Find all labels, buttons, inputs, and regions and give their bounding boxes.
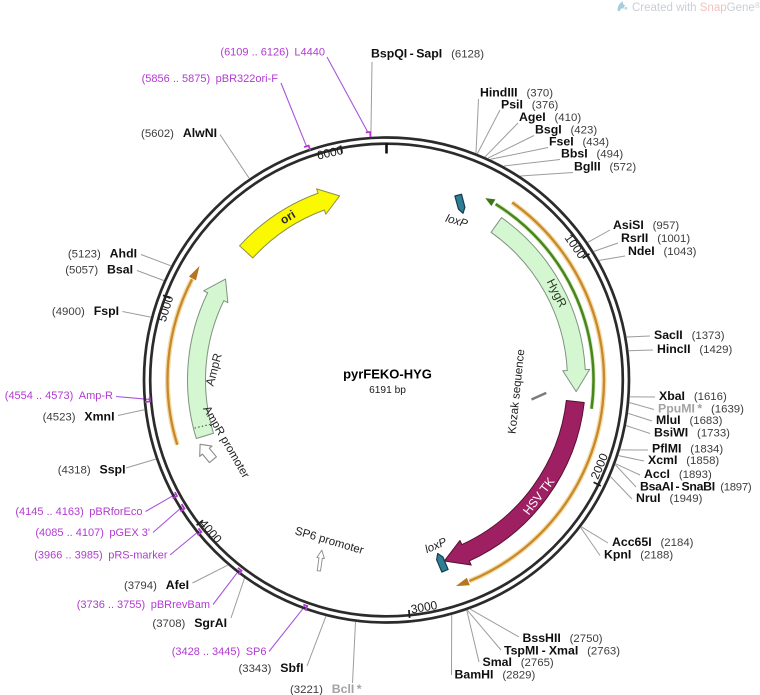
svg-text:HindIII (370): HindIII (370) xyxy=(480,86,553,100)
svg-text:(4523) XmnI: (4523) XmnI xyxy=(43,410,115,424)
svg-text:BamHI (2829): BamHI (2829) xyxy=(455,668,536,682)
svg-text:(5057) BsaI: (5057) BsaI xyxy=(65,263,133,277)
svg-text:(5856 .. 5875) pBR322ori-F: (5856 .. 5875) pBR322ori-F xyxy=(142,73,279,85)
svg-text:(3708) SgrAI: (3708) SgrAI xyxy=(152,616,227,630)
svg-text:SmaI (2765): SmaI (2765) xyxy=(483,655,554,669)
svg-text:pyrFEKO-HYG: pyrFEKO-HYG xyxy=(343,367,432,382)
svg-text:(3221) BclI *: (3221) BclI * xyxy=(290,682,362,695)
svg-text:PflMI (1834): PflMI (1834) xyxy=(652,442,723,456)
svg-text:AgeI (410): AgeI (410) xyxy=(519,110,581,124)
svg-text:(6109 .. 6126) L4440: (6109 .. 6126) L4440 xyxy=(220,47,325,59)
svg-text:PsiI (376): PsiI (376) xyxy=(501,98,559,112)
svg-text:(5123) AhdI: (5123) AhdI xyxy=(68,246,137,260)
svg-text:BbsI (494): BbsI (494) xyxy=(561,147,623,161)
svg-text:BsiWI (1733): BsiWI (1733) xyxy=(654,426,730,440)
svg-text:MluI (1683): MluI (1683) xyxy=(656,413,723,427)
svg-text:Created with SnapGene®: Created with SnapGene® xyxy=(632,1,760,14)
svg-text:XcmI (1858): XcmI (1858) xyxy=(648,453,719,467)
svg-text:RsrII (1001): RsrII (1001) xyxy=(621,231,690,245)
svg-text:(3428 .. 3445) SP6: (3428 .. 3445) SP6 xyxy=(172,646,267,658)
svg-text:(3343) SbfI: (3343) SbfI xyxy=(238,661,303,675)
svg-text:HincII (1429): HincII (1429) xyxy=(657,342,732,356)
svg-text:6000: 6000 xyxy=(315,143,344,163)
svg-text:BspQI - SapI (6128): BspQI - SapI (6128) xyxy=(371,47,484,61)
svg-text:(5602) AlwNI: (5602) AlwNI xyxy=(141,126,217,140)
svg-text:(3794) AfeI: (3794) AfeI xyxy=(124,578,189,592)
svg-text:AccI (1893): AccI (1893) xyxy=(644,467,712,481)
svg-text:(3966 .. 3985) pRS-marker: (3966 .. 3985) pRS-marker xyxy=(34,550,168,562)
svg-text:(4900) FspI: (4900) FspI xyxy=(52,304,119,318)
svg-text:BglII (572): BglII (572) xyxy=(574,160,636,174)
svg-text:PpuMI * (1639): PpuMI * (1639) xyxy=(658,402,744,416)
svg-text:XbaI (1616): XbaI (1616) xyxy=(659,389,727,403)
svg-text:3000: 3000 xyxy=(410,598,439,616)
svg-text:BsaAI - SnaBI (1897): BsaAI - SnaBI (1897) xyxy=(640,480,752,494)
svg-text:(4318) SspI: (4318) SspI xyxy=(58,463,126,477)
svg-text:NdeI (1043): NdeI (1043) xyxy=(628,244,697,258)
svg-text:SacII (1373): SacII (1373) xyxy=(654,328,725,342)
svg-text:FseI (434): FseI (434) xyxy=(549,135,609,149)
svg-text:NruI (1949): NruI (1949) xyxy=(636,491,703,505)
svg-text:AsiSI (957): AsiSI (957) xyxy=(613,218,679,232)
svg-text:(4145 .. 4163) pBRforEco: (4145 .. 4163) pBRforEco xyxy=(15,506,142,518)
svg-text:(4554 .. 4573) Amp-R: (4554 .. 4573) Amp-R xyxy=(5,390,113,402)
svg-text:TspMI - XmaI (2763): TspMI - XmaI (2763) xyxy=(504,644,620,658)
svg-text:BsgI (423): BsgI (423) xyxy=(535,123,597,137)
svg-text:ori: ori xyxy=(278,207,298,227)
svg-text:(3736 .. 3755) pBRrevBam: (3736 .. 3755) pBRrevBam xyxy=(77,599,210,611)
svg-text:KpnI (2188): KpnI (2188) xyxy=(604,548,673,562)
svg-text:Acc65I (2184): Acc65I (2184) xyxy=(612,535,694,549)
svg-text:6191 bp: 6191 bp xyxy=(369,385,406,396)
svg-text:(4085 .. 4107) pGEX 3': (4085 .. 4107) pGEX 3' xyxy=(35,527,150,539)
svg-text:BssHII (2750): BssHII (2750) xyxy=(523,631,603,645)
